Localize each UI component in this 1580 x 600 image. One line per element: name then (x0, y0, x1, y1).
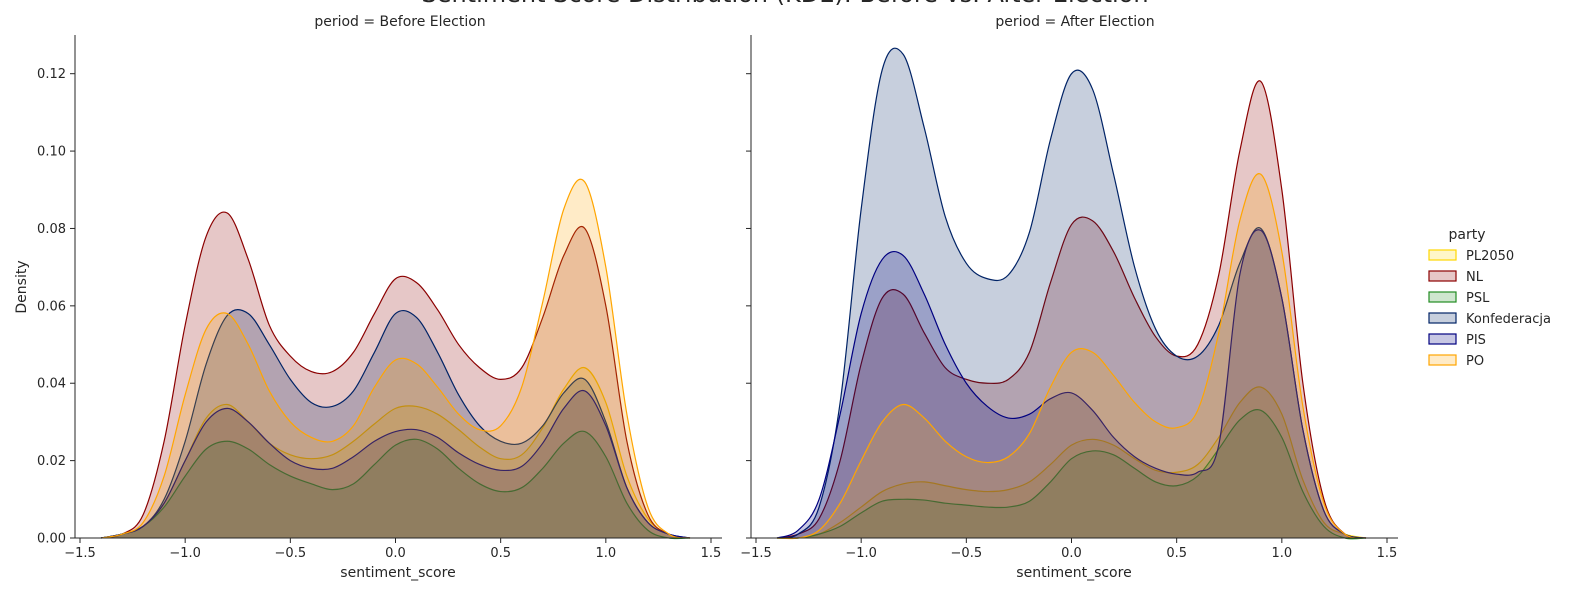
x-tick-label: −1.5 (64, 546, 96, 561)
line-konfederacja-before (100, 308, 691, 539)
x-axis-label-after: sentiment_score (1016, 565, 1131, 581)
line-pis-after (776, 229, 1367, 539)
x-tick-label: −1.5 (740, 546, 772, 561)
panel-title-before: period = Before Election (314, 14, 485, 30)
x-tick-label: 1.5 (701, 546, 722, 561)
panel-before-election: period = Before Election −1.5 −1.0 −0.5 0.0… (14, 14, 722, 581)
x-tick-label: 1.0 (595, 546, 616, 561)
line-po-before (100, 178, 691, 539)
y-ticks-before: 0.00 0.02 0.04 0.06 0.08 0.10 0.12 (37, 67, 75, 547)
density-areas-after (776, 47, 1367, 540)
y-ticks-after (746, 73, 751, 539)
x-tick-label: 0.0 (385, 546, 406, 561)
x-ticks-before: −1.5 −1.0 −0.5 0.0 0.5 1.0 1.5 (64, 538, 721, 561)
area-nl-before (101, 212, 690, 538)
y-tick-label: 0.12 (37, 67, 66, 82)
y-tick-label: 0.00 (37, 532, 66, 547)
x-axis-label-before: sentiment_score (340, 565, 455, 581)
x-ticks-after: −1.5 −1.0 −0.5 0.0 0.5 1.0 1.5 (740, 538, 1397, 561)
line-pl2050-after (777, 386, 1367, 539)
area-psl-before (101, 431, 690, 539)
y-tick-label: 0.02 (37, 454, 66, 469)
panel-title-after: period = After Election (995, 14, 1154, 30)
x-tick-label: −0.5 (951, 546, 983, 561)
legend-label-pl2050: PL2050 (1466, 249, 1514, 264)
y-tick-label: 0.10 (37, 145, 66, 160)
y-tick-label: 0.08 (37, 222, 66, 237)
x-tick-label: 0.0 (1061, 546, 1082, 561)
line-psl-before (100, 430, 690, 540)
legend-label-psl: PSL (1466, 291, 1490, 306)
area-konfederacja-before (101, 309, 690, 538)
area-nl-after (777, 80, 1366, 539)
x-tick-label: 1.5 (1377, 546, 1398, 561)
x-tick-label: 1.0 (1271, 546, 1292, 561)
area-po-before (101, 179, 690, 538)
area-pl2050-before (101, 367, 690, 538)
legend-label-po: PO (1466, 354, 1484, 369)
legend-swatch-po (1428, 354, 1457, 366)
x-tick-label: −0.5 (275, 546, 307, 561)
line-nl-after (776, 80, 1367, 539)
x-tick-label: −1.0 (845, 546, 877, 561)
legend-label-nl: NL (1466, 270, 1484, 285)
area-po-after (777, 173, 1366, 539)
area-pis-after (777, 229, 1366, 538)
line-nl-before (100, 211, 691, 539)
density-areas-before (100, 178, 691, 540)
legend-swatch-pis (1428, 333, 1457, 345)
y-tick-label: 0.04 (37, 377, 66, 392)
legend-swatch-pl2050 (1428, 249, 1457, 261)
figure-title: Sentiment Score Distribution (KDE): Befo… (421, 0, 1148, 8)
x-tick-label: 0.5 (1166, 546, 1187, 561)
line-pl2050-before (100, 367, 691, 539)
panel-after-election: period = After Election −1.5 −1.0 −0.5 0.0 0… (740, 14, 1398, 581)
legend-items: PL2050 NL PSL Konfederacja PIS PO (1428, 249, 1551, 369)
area-pis-before (101, 390, 690, 538)
area-konfederacja-after (777, 48, 1366, 538)
legend-title: party (1449, 227, 1486, 243)
line-po-after (777, 173, 1367, 540)
x-tick-label: 0.5 (490, 546, 511, 561)
area-psl-after (777, 409, 1366, 539)
legend-label-pis: PIS (1466, 333, 1486, 348)
y-axis-label: Density (14, 260, 30, 313)
x-tick-label: −1.0 (169, 546, 201, 561)
legend-swatch-nl (1428, 270, 1457, 282)
legend-label-konfederacja: Konfederacja (1466, 312, 1551, 327)
line-pis-before (100, 389, 691, 539)
legend-swatch-psl (1428, 291, 1457, 303)
y-tick-label: 0.06 (37, 299, 66, 314)
line-psl-after (777, 409, 1366, 540)
legend: party PL2050 NL PSL Konfederacja PIS PO (1428, 227, 1551, 369)
legend-swatch-konfederacja (1428, 312, 1457, 324)
